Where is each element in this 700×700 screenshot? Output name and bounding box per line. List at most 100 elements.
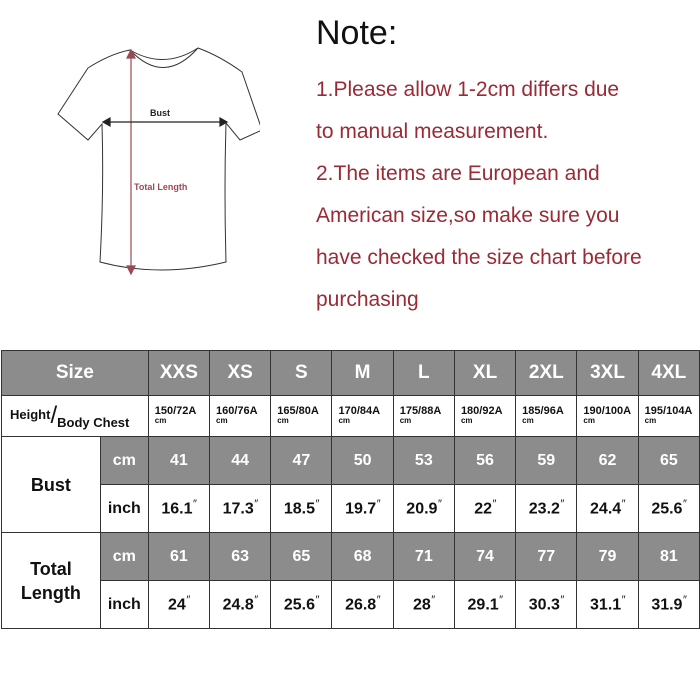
size-header-text: L [418, 362, 430, 383]
bust-cm-value-text: 50 [353, 451, 372, 469]
size-header: S [270, 350, 333, 396]
bust-cm-value: 62 [576, 436, 639, 485]
inch-mark: ″ [376, 498, 381, 511]
height-chest-text: 190/100A [583, 405, 632, 417]
size-header-row: Size XXS XS S M L XL 2XL 3XL 4XL [1, 350, 700, 396]
bust-cm-value-text: 41 [169, 451, 188, 469]
unit-cm: cm [99, 436, 149, 485]
total-length-cm-value-text: 63 [231, 547, 250, 565]
unit-cm: cm [460, 416, 473, 425]
bust-cm-value: 44 [208, 436, 272, 485]
note-title: Note: [316, 14, 398, 52]
size-label-text: Size [55, 362, 94, 383]
inch-mark: ″ [253, 498, 258, 511]
size-header: XXS [147, 350, 211, 396]
unit-cm: cm [154, 416, 167, 425]
total-length-inch-value-text: 26.8 [345, 596, 377, 614]
bust-inch-value: 20.9″ [392, 484, 455, 533]
bust-inch-value: 24.4″ [576, 484, 639, 533]
total-length-inch-value: 28″ [392, 580, 455, 629]
inch-mark: ″ [437, 498, 442, 511]
total-length-inch-value: 24.8″ [208, 580, 272, 629]
bust-inch-value: 16.1″ [147, 484, 211, 533]
bust-cm-value: 65 [637, 436, 700, 485]
bust-inch-value-text: 17.3 [222, 500, 254, 518]
bust-inch-value-text: 24.4 [590, 500, 622, 518]
height-chest-text: 180/92A [460, 405, 503, 417]
total-length-inch-value-text: 30.3 [528, 596, 560, 614]
unit-cm: cm [583, 416, 595, 425]
total-length-cm-value: 74 [453, 532, 517, 581]
total-length-cm-value: 77 [515, 532, 578, 581]
bust-inch-value-text: 18.5 [283, 500, 315, 518]
height-chest-text: 150/72A [154, 405, 197, 417]
total-length-inch-value: 24″ [147, 580, 211, 629]
bust-cm-value-text: 44 [231, 451, 250, 469]
total-length-inch-value: 30.3″ [515, 580, 578, 629]
bust-cm-value: 50 [331, 436, 394, 485]
total-length-cm-value-text: 61 [169, 547, 188, 565]
height-chest-row: Height/Body Chest 150/72A cm 160/76A cm 165/8… [1, 395, 700, 437]
total-length-inch-value: 29.1″ [453, 580, 517, 629]
size-header: 2XL [515, 350, 578, 396]
unit-cm: cm [99, 532, 149, 581]
inch-mark: ″ [559, 594, 564, 607]
inch-mark: ″ [376, 594, 381, 607]
bust-cm-value-text: 56 [476, 451, 494, 469]
unit-inch: inch [99, 580, 149, 629]
bust-inch-value: 23.2″ [515, 484, 578, 533]
height-chest-text: 165/80A [277, 405, 319, 417]
size-header: L [392, 350, 455, 396]
inch-mark: ″ [559, 498, 564, 511]
size-header: 4XL [637, 350, 700, 396]
tshirt-outline [57, 47, 260, 271]
note-line: to manual measurement. [316, 120, 549, 143]
total-length-cm-value-text: 71 [414, 547, 433, 565]
total-length-inch-value-text: 31.1 [590, 596, 622, 614]
height-chest-value: 170/84A cm [331, 395, 394, 437]
bust-cm-row: Bust cm 41 44 47 50 53 56 59 62 65 [1, 436, 700, 533]
height-chest-text: 185/96A [522, 405, 564, 417]
height-chest-label: Height/Body Chest [1, 395, 149, 437]
size-header: 3XL [576, 350, 639, 396]
unit-cm: cm [277, 416, 289, 425]
size-header-text: 4XL [651, 362, 687, 383]
inch-mark: ″ [314, 594, 319, 607]
bust-cm-value: 47 [270, 436, 333, 485]
length-label-text: Length [20, 582, 81, 603]
total-length-inch-value: 31.1″ [576, 580, 639, 629]
size-header-text: XXS [159, 362, 198, 383]
inch-mark: ″ [253, 594, 258, 607]
bust-cm-value-text: 62 [598, 451, 617, 469]
bust-cm-value: 56 [453, 436, 517, 485]
size-header-text: 3XL [590, 362, 625, 383]
inch-mark: ″ [682, 498, 687, 511]
inch-mark: ″ [192, 498, 197, 511]
bust-cm-value-text: 47 [292, 451, 311, 469]
bust-inch-value-text: 16.1 [161, 500, 193, 518]
size-label: Size [1, 350, 149, 396]
height-chest-value: 185/96A cm [515, 395, 578, 437]
body-chest-label: Body Chest [57, 415, 130, 430]
height-chest-value: 165/80A cm [270, 395, 333, 437]
bust-inch-value-text: 22 [474, 500, 492, 518]
bust-inch-value: 22″ [453, 484, 517, 533]
height-chest-value: 160/76A cm [208, 395, 272, 437]
bust-cm-value: 41 [147, 436, 211, 485]
total-length-inch-value-text: 28 [412, 596, 431, 614]
total-length-inch-value-text: 29.1 [467, 596, 499, 614]
note-line: American size,so make sure you [316, 204, 620, 227]
unit-inch-text: inch [107, 499, 141, 517]
total-length-cm-value-text: 68 [353, 547, 372, 565]
bust-cm-value: 53 [392, 436, 455, 485]
unit-cm: cm [338, 416, 351, 425]
total-length-inch-value-text: 24 [168, 596, 186, 614]
bust-inch-value-text: 25.6 [651, 500, 683, 518]
size-header-text: S [295, 362, 308, 383]
total-length-inch-value-text: 31.9 [651, 596, 683, 614]
total-length-cm-value: 79 [576, 532, 639, 581]
size-header: XL [453, 350, 517, 396]
bust-label: Bust [1, 436, 101, 533]
unit-inch-text: inch [107, 595, 141, 613]
unit-cm: cm [522, 416, 534, 425]
